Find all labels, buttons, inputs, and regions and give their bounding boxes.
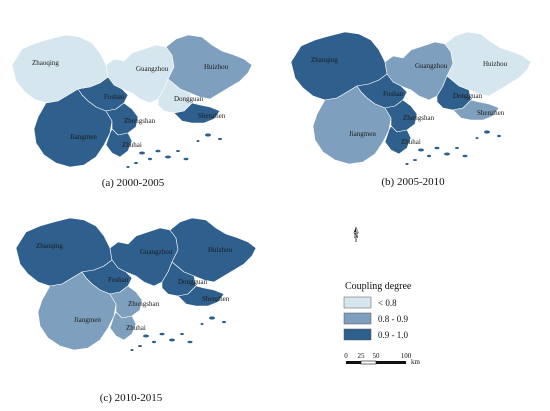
region-jiangmen	[312, 85, 392, 165]
island-2	[159, 332, 165, 336]
legend-swatch-0-8-0-9	[343, 312, 372, 325]
label-zhuhai: Zhuhai	[126, 324, 146, 332]
label-zhongshan: Zhongshan	[128, 300, 160, 308]
map-2010-2015: Zhaoqing Guangzhou Huizhou Foshan Dongguan Sh…	[15, 217, 257, 351]
island-0	[143, 334, 149, 338]
island-9	[218, 137, 222, 141]
island-1	[427, 154, 431, 158]
island-6	[134, 162, 138, 164]
region-zhongshan	[105, 102, 139, 136]
scale-tick-100: 100	[401, 352, 412, 360]
label-shenzhen: Shenzhen	[198, 112, 226, 120]
label-foshan: Foshan	[104, 93, 125, 101]
island-7	[130, 349, 134, 351]
island-10	[200, 323, 204, 325]
label-zhuhai: Zhuhai	[122, 141, 142, 149]
label-dongguan: Dongguan	[174, 95, 204, 103]
island-6	[413, 159, 417, 161]
label-foshan: Foshan	[383, 90, 404, 98]
label-zhaoqing: Zhaoqing	[36, 242, 63, 250]
island-5	[183, 157, 189, 161]
caption-b: (b) 2005-2010	[381, 176, 445, 188]
label-guangzhou: Guangzhou	[415, 62, 448, 70]
label-zhuhai: Zhuhai	[401, 138, 421, 146]
label-shenzhen: Shenzhen	[202, 295, 230, 303]
legend-label-0-9-1-0: 0.9 - 1.0	[378, 330, 408, 340]
label-guangzhou: Guangzhou	[136, 65, 169, 73]
label-foshan: Foshan	[108, 276, 129, 284]
label-shenzhen: Shenzhen	[477, 109, 505, 117]
island-2	[434, 146, 440, 150]
island-10	[196, 140, 200, 142]
island-8	[209, 316, 215, 320]
island-3	[169, 338, 175, 342]
legend-title: Coupling degree	[345, 281, 412, 292]
region-shenzhen	[452, 99, 500, 121]
island-2	[155, 149, 161, 153]
region-shenzhen	[173, 102, 221, 124]
region-zhuhai	[384, 125, 412, 155]
map-2000-2005: Zhaoqing Guangzhou Huizhou Foshan Dongguan Sh…	[11, 34, 253, 168]
scale-segment-2	[360, 360, 377, 365]
island-7	[126, 166, 130, 168]
island-1	[148, 157, 152, 161]
island-9	[497, 134, 501, 138]
label-dongguan: Dongguan	[453, 92, 483, 100]
island-10	[475, 137, 479, 139]
scale-tick-25: 25	[358, 352, 366, 360]
island-4	[176, 150, 180, 152]
legend-label-0-8-0-9: 0.8 - 0.9	[378, 314, 408, 324]
label-jiangmen: Jiangmen	[70, 133, 97, 141]
region-zhongshan	[109, 285, 143, 319]
island-9	[222, 320, 226, 324]
region-zhuhai	[109, 311, 137, 341]
legend: Coupling degree < 0.8 0.8 - 0.9 0.9 - 1.…	[343, 281, 412, 341]
island-5	[462, 154, 468, 158]
region-zhuhai	[105, 128, 133, 158]
region-zhongshan	[384, 99, 418, 133]
region-shenzhen	[177, 285, 225, 307]
legend-swatch-lt-0-8	[343, 296, 372, 309]
island-5	[187, 340, 193, 344]
label-huizhou: Huizhou	[204, 63, 229, 71]
island-6	[138, 345, 142, 347]
island-8	[484, 130, 490, 134]
label-jiangmen: Jiangmen	[349, 130, 376, 138]
label-huizhou: Huizhou	[483, 60, 508, 68]
north-label: N	[353, 232, 358, 240]
island-8	[205, 133, 211, 137]
label-huizhou: Huizhou	[208, 246, 233, 254]
scale-unit: km	[411, 358, 421, 366]
label-dongguan: Dongguan	[178, 278, 208, 286]
island-1	[152, 340, 156, 344]
map-2005-2010: Zhaoqing Guangzhou Huizhou Foshan Dongguan Sh…	[290, 31, 532, 165]
caption-c: (c) 2010-2015	[100, 392, 163, 404]
scale-segment-3	[376, 361, 406, 364]
legend-label-lt-0-8: < 0.8	[378, 298, 397, 308]
region-jiangmen	[33, 88, 113, 168]
scale-segment-1	[346, 361, 361, 364]
island-3	[444, 152, 450, 156]
island-0	[139, 151, 145, 155]
label-zhaoqing: Zhaoqing	[32, 59, 59, 67]
island-3	[165, 155, 171, 159]
legend-swatch-0-9-1-0	[343, 328, 372, 341]
label-zhongshan: Zhongshan	[124, 117, 156, 125]
scale-tick-0: 0	[344, 352, 348, 360]
region-jiangmen	[37, 271, 117, 351]
label-zhongshan: Zhongshan	[403, 114, 435, 122]
label-zhaoqing: Zhaoqing	[311, 56, 338, 64]
label-guangzhou: Guangzhou	[140, 248, 173, 256]
island-7	[405, 163, 409, 165]
island-4	[455, 147, 459, 149]
scale-tick-50: 50	[373, 352, 381, 360]
island-0	[418, 148, 424, 152]
label-jiangmen: Jiangmen	[74, 316, 101, 324]
north-arrow-icon: N	[353, 226, 359, 242]
scale-bar: 0 25 50 100 km	[344, 352, 420, 366]
island-4	[180, 333, 184, 335]
caption-a: (a) 2000-2005	[102, 177, 165, 189]
